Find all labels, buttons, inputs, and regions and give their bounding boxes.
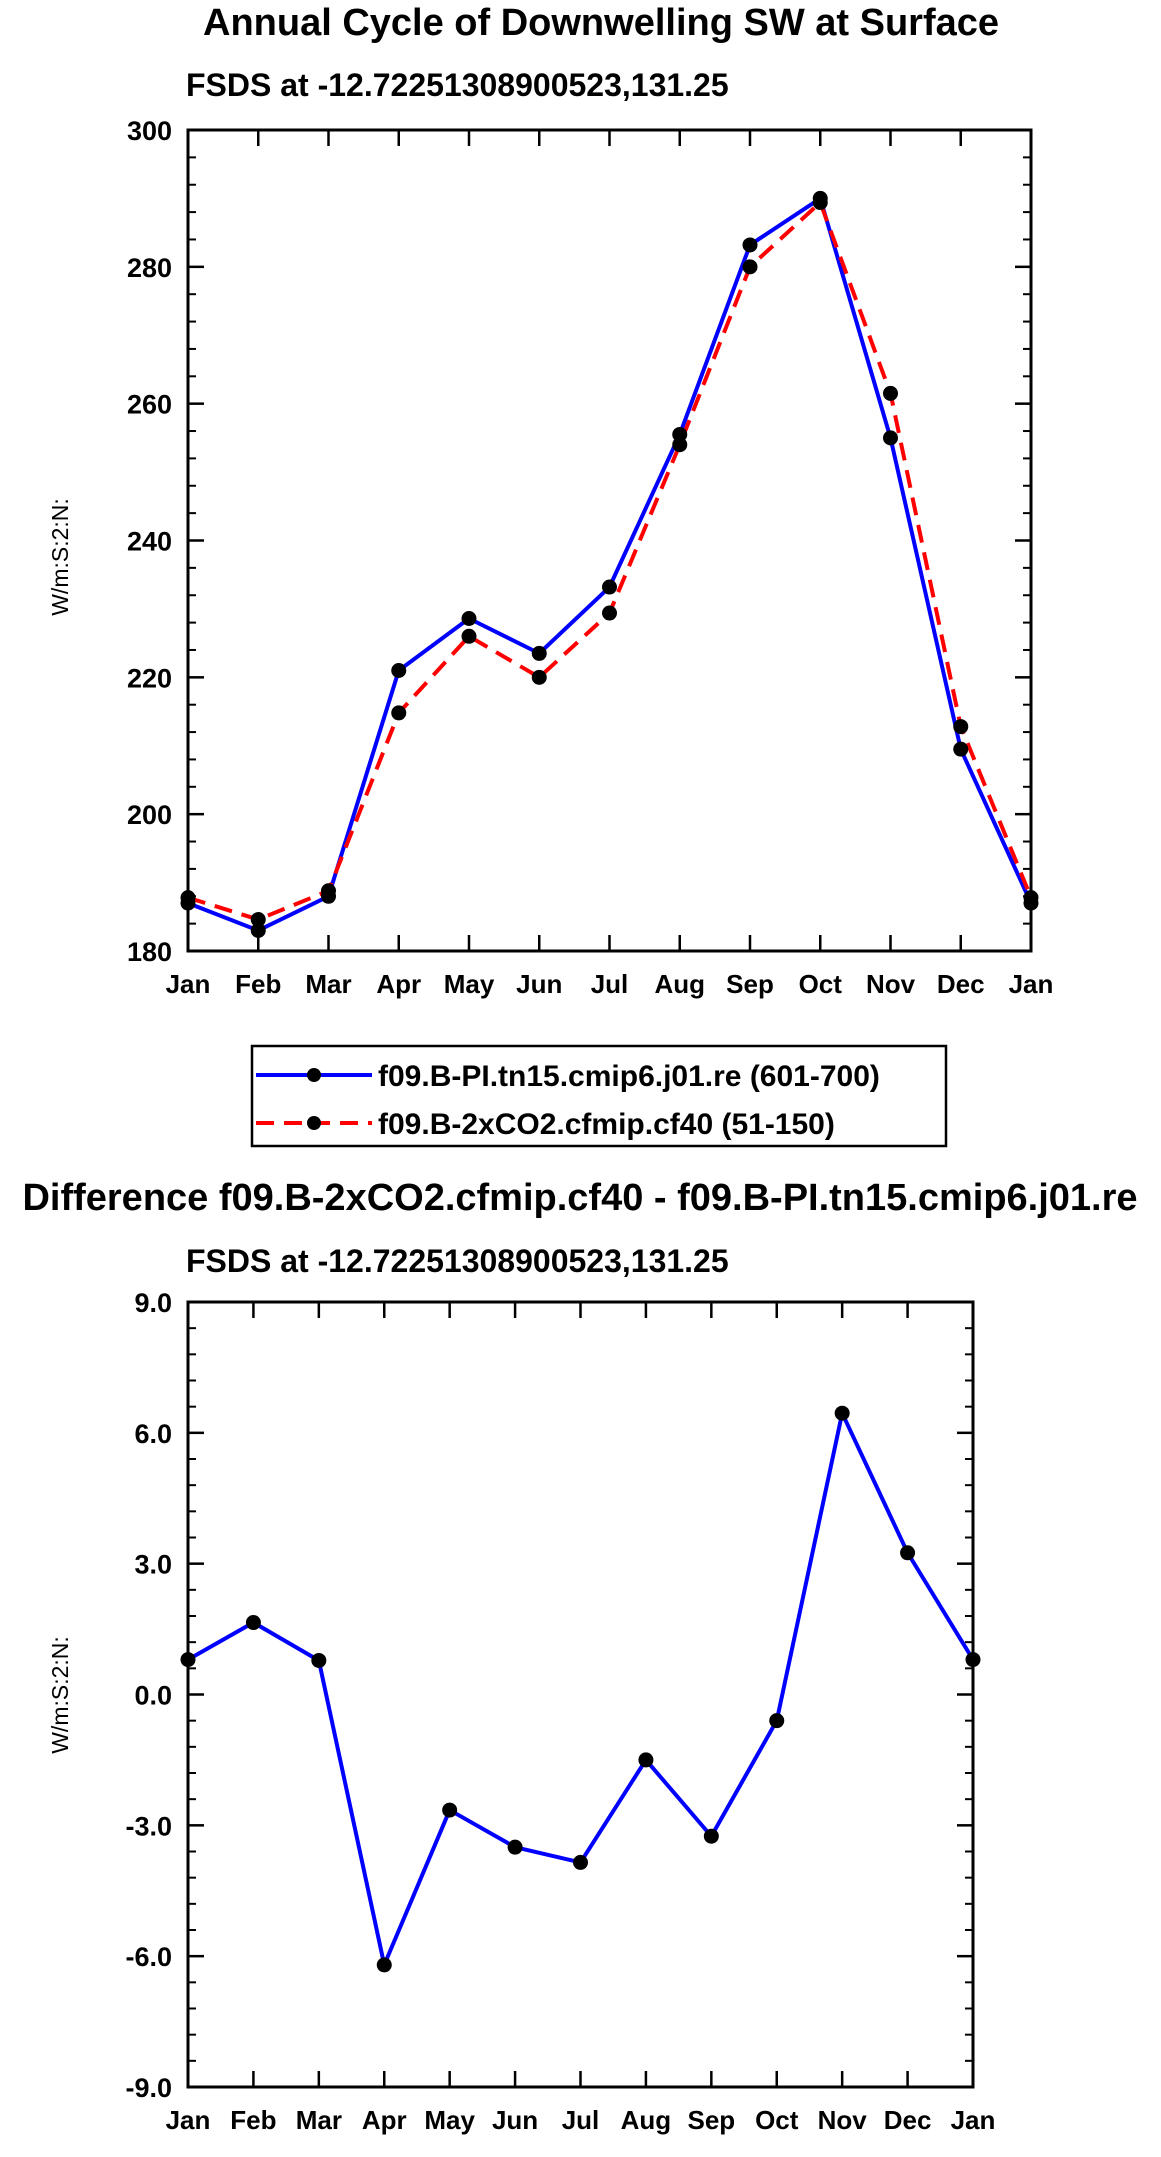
x-tick-label: Aug xyxy=(621,2105,672,2135)
y-tick-label: -3.0 xyxy=(125,1811,172,1841)
chart-title: Annual Cycle of Downwelling SW at Surfac… xyxy=(203,2,999,44)
plot-area: -9.0 -6.0 -3.0 0.0 3.0 6.0 9.0 Jan Feb Mar Apr May J… xyxy=(125,1288,995,2135)
y-tick-label: 180 xyxy=(127,937,172,967)
data-point-series-2 xyxy=(531,669,547,685)
y-tick-label: 240 xyxy=(127,527,172,557)
chart-subtitle: FSDS at -12.72251308900523,131.25 xyxy=(186,67,729,103)
plot-frame xyxy=(186,1300,975,2089)
data-point-series-1 xyxy=(531,645,547,661)
data-point-series-2 xyxy=(742,259,758,275)
data-point-series-2 xyxy=(391,705,407,721)
x-tick-label: Sep xyxy=(687,2105,735,2135)
legend-box xyxy=(250,1044,948,1148)
data-point-series-1 xyxy=(461,610,477,626)
x-tick-label: May xyxy=(424,2105,475,2135)
x-tick-label: Nov xyxy=(818,2105,868,2135)
data-point-series-2 xyxy=(883,385,898,401)
x-tick-label: Jul xyxy=(591,969,629,999)
series-line-1 xyxy=(187,196,1033,933)
data-point-series-1 xyxy=(376,1957,392,1973)
x-tick-label: Feb xyxy=(230,2105,276,2135)
y-tick-label: 0.0 xyxy=(134,1681,172,1711)
data-point-series-1 xyxy=(507,1839,523,1855)
data-point-series-1 xyxy=(442,1802,458,1818)
x-tick-label: Jun xyxy=(492,2105,538,2135)
data-point-series-1 xyxy=(311,1652,327,1668)
y-axis-label: W/m:S:2:N: xyxy=(47,498,73,616)
x-tick-label: Apr xyxy=(362,2105,407,2135)
data-point-series-1 xyxy=(703,1828,719,1844)
data-point-series-2 xyxy=(461,628,477,644)
y-tick-label: 6.0 xyxy=(134,1419,172,1449)
series-line-2 xyxy=(187,200,1033,922)
legend-marker-series-2 xyxy=(307,1116,321,1130)
series-line-1 xyxy=(187,1411,975,1967)
data-point-series-2 xyxy=(812,195,828,211)
legend-entry-series-1: f09.B-PI.tn15.cmip6.j01.re (601-700) xyxy=(256,1060,880,1093)
data-point-series-1 xyxy=(250,922,266,938)
chart-subtitle: FSDS at -12.72251308900523,131.25 xyxy=(186,1243,729,1279)
y-tick-label: 280 xyxy=(127,253,172,283)
plot-area: 180 200 220 240 260 280 300 Jan Feb Mar Apr May Jun J… xyxy=(127,116,1053,999)
plot-frame xyxy=(186,128,1033,953)
legend-marker-series-1 xyxy=(307,1068,321,1082)
data-point-series-1 xyxy=(391,662,407,678)
data-point-series-1 xyxy=(742,237,758,253)
x-tick-label: Dec xyxy=(884,2105,932,2135)
x-tick-label: Sep xyxy=(726,969,774,999)
data-point-series-1 xyxy=(965,1652,981,1668)
data-point-series-2 xyxy=(602,605,617,621)
x-tick-label: Jul xyxy=(562,2105,600,2135)
data-point-series-2 xyxy=(180,890,196,906)
y-tick-label: -6.0 xyxy=(125,1942,172,1972)
data-point-series-1 xyxy=(883,430,898,446)
data-point-series-2 xyxy=(672,437,688,453)
x-tick-label: Dec xyxy=(937,969,985,999)
data-point-series-1 xyxy=(769,1713,785,1729)
data-point-series-1 xyxy=(180,1652,196,1668)
data-point-series-2 xyxy=(1023,890,1039,906)
x-tick-label: Jan xyxy=(1009,969,1054,999)
data-point-series-2 xyxy=(321,883,336,899)
x-tick-label: Jan xyxy=(166,2105,211,2135)
x-tick-label: Nov xyxy=(866,969,916,999)
legend-label-series-2: f09.B-2xCO2.cfmip.cf40 (51-150) xyxy=(378,1108,835,1141)
data-point-series-1 xyxy=(638,1752,654,1768)
data-point-series-2 xyxy=(250,912,266,928)
legend-label-series-1: f09.B-PI.tn15.cmip6.j01.re (601-700) xyxy=(378,1060,880,1093)
x-tick-label: Oct xyxy=(755,2105,799,2135)
x-tick-label: Apr xyxy=(376,969,421,999)
chart-difference: Difference f09.B-2xCO2.cfmip.cf40 - f09.… xyxy=(22,1177,1137,2135)
chart-annual-cycle: Annual Cycle of Downwelling SW at Surfac… xyxy=(47,2,1053,1148)
y-tick-label: -9.0 xyxy=(125,2073,172,2103)
x-tick-label: Mar xyxy=(305,969,351,999)
y-tick-label: 9.0 xyxy=(134,1288,172,1318)
data-point-series-1 xyxy=(602,579,617,595)
x-tick-label: Oct xyxy=(799,969,843,999)
y-tick-label: 220 xyxy=(127,663,172,693)
data-point-series-1 xyxy=(573,1854,588,1870)
y-tick-label: 300 xyxy=(127,116,172,146)
y-tick-label: 3.0 xyxy=(134,1550,172,1580)
data-point-series-1 xyxy=(834,1405,850,1421)
y-tick-label: 260 xyxy=(127,390,172,420)
x-tick-label: Feb xyxy=(235,969,281,999)
data-point-series-1 xyxy=(953,741,969,757)
x-tick-label: Jun xyxy=(516,969,562,999)
data-point-series-2 xyxy=(953,719,969,735)
y-tick-label: 200 xyxy=(127,800,172,830)
x-tick-label: Mar xyxy=(296,2105,342,2135)
x-tick-label: Jan xyxy=(166,969,211,999)
y-axis-label: W/m:S:2:N: xyxy=(47,1636,73,1754)
x-tick-label: Aug xyxy=(654,969,705,999)
legend: f09.B-PI.tn15.cmip6.j01.re (601-700) f09… xyxy=(250,1044,948,1148)
data-point-series-1 xyxy=(900,1545,916,1561)
data-point-series-1 xyxy=(245,1615,261,1631)
data-point-series-1 xyxy=(672,426,688,442)
x-tick-label: May xyxy=(444,969,495,999)
x-tick-label: Jan xyxy=(951,2105,996,2135)
legend-entry-series-2: f09.B-2xCO2.cfmip.cf40 (51-150) xyxy=(256,1108,835,1141)
chart-title: Difference f09.B-2xCO2.cfmip.cf40 - f09.… xyxy=(22,1177,1137,1219)
